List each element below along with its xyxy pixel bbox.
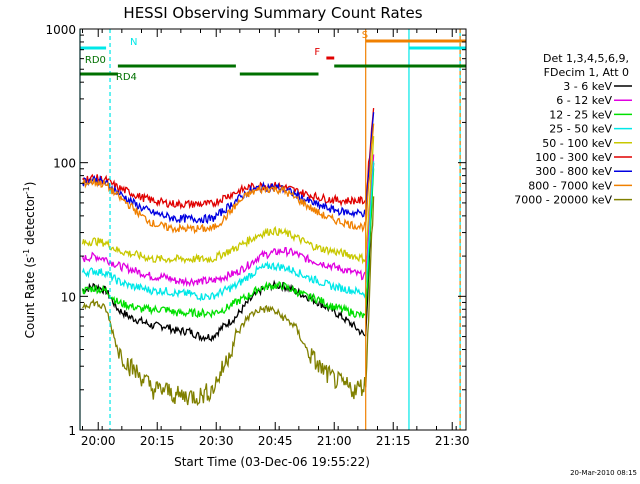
series-line (81, 154, 375, 288)
series-line (82, 196, 375, 407)
plot-layer (81, 108, 375, 407)
series-line (82, 163, 375, 343)
y-tick-label: 1000 (45, 23, 76, 37)
legend-header-line: FDecim 1, Att 0 (544, 66, 629, 79)
y-tick-label: 1 (68, 424, 76, 438)
x-tick-label: 20:45 (258, 434, 293, 448)
x-tick-label: 20:15 (140, 434, 175, 448)
series-line (82, 112, 375, 225)
legend-header: Det 1,3,4,5,6,9,FDecim 1, Att 0 (543, 52, 629, 79)
legend-label: 7000 - 20000 keV (514, 194, 612, 207)
flag-label: RD0 (85, 55, 106, 66)
flag-label: S (362, 30, 368, 41)
series-line (82, 108, 375, 210)
legend-header-line: Det 1,3,4,5,6,9, (543, 52, 629, 65)
legend-label: 3 - 6 keV (563, 80, 612, 93)
y-tick-label: 10 (61, 290, 76, 304)
axes-layer: 1 10 100 1000 20:00 20:15 20:30 20:45 21:00 21:15… (45, 23, 469, 448)
series-line (82, 123, 375, 235)
legend-label: 100 - 300 keV (535, 151, 612, 164)
legend-label: 800 - 7000 keV (528, 179, 612, 192)
legend-label: 12 - 25 keV (549, 108, 612, 121)
series-line (81, 161, 375, 302)
flag-label: N (130, 37, 137, 48)
legend-label: 6 - 12 keV (556, 94, 612, 107)
legend-label: 50 - 100 keV (542, 137, 612, 150)
flag-label: RD4 (116, 72, 137, 83)
flag-label: F (314, 47, 320, 58)
series-line (81, 136, 375, 265)
x-tick-label: 21:00 (317, 434, 352, 448)
y-axis-label: Count Rate (s-1 detector-1) (22, 182, 37, 339)
plot-frame (79, 28, 467, 431)
x-tick-label: 21:30 (435, 434, 470, 448)
x-axis-label: Start Time (03-Dec-06 19:55:22) (174, 455, 370, 469)
y-axis-label-group: Count Rate (s-1 detector-1) (22, 182, 37, 339)
x-tick-label: 20:00 (81, 434, 116, 448)
footer-date: 20-Mar-2010 08:15 (570, 469, 637, 477)
y-tick-label: 100 (53, 157, 76, 171)
x-tick-label: 21:15 (376, 434, 411, 448)
chart-title: HESSI Observing Summary Count Rates (123, 4, 422, 22)
legend-label: 300 - 800 keV (535, 165, 612, 178)
legend-label: 25 - 50 keV (549, 123, 612, 136)
x-tick-label: 20:30 (199, 434, 234, 448)
series-line (81, 168, 375, 319)
